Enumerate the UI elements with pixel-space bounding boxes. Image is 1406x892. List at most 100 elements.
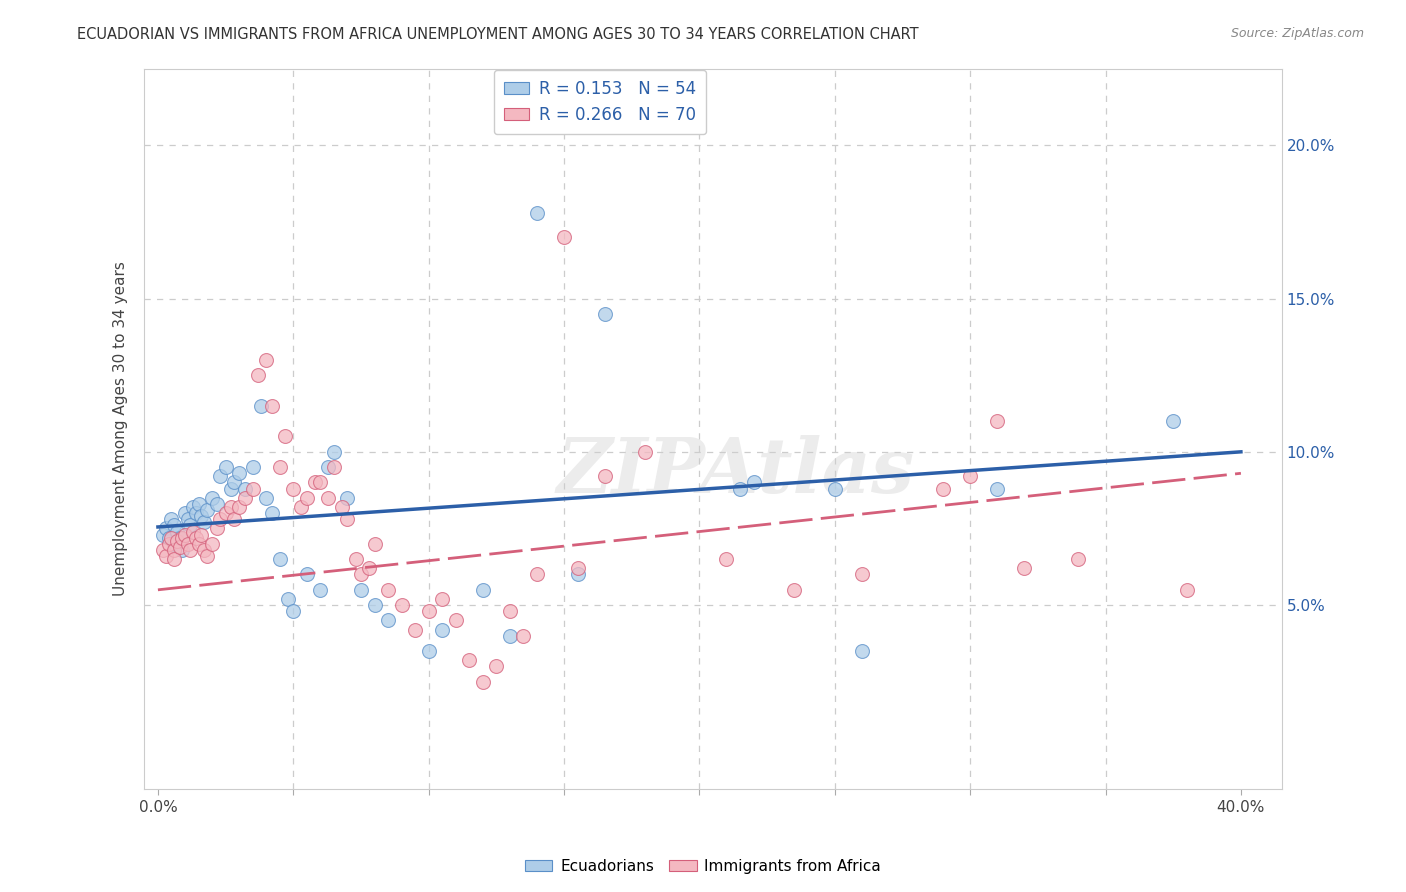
Point bbox=[359, 561, 381, 575]
Point bbox=[184, 506, 207, 520]
Point bbox=[187, 537, 209, 551]
Point bbox=[1161, 414, 1184, 428]
Point bbox=[233, 491, 256, 505]
Point bbox=[190, 509, 212, 524]
Point bbox=[295, 491, 318, 505]
Point bbox=[404, 623, 426, 637]
Point bbox=[166, 524, 188, 539]
Point bbox=[174, 527, 197, 541]
Point bbox=[322, 460, 344, 475]
Point bbox=[553, 230, 575, 244]
Point bbox=[222, 512, 245, 526]
Point bbox=[932, 482, 955, 496]
Point bbox=[163, 552, 186, 566]
Point bbox=[207, 521, 229, 535]
Point bbox=[283, 482, 305, 496]
Point bbox=[209, 469, 232, 483]
Point bbox=[783, 582, 806, 597]
Point bbox=[309, 582, 332, 597]
Point bbox=[163, 518, 186, 533]
Point bbox=[172, 531, 194, 545]
Point bbox=[336, 491, 359, 505]
Point bbox=[155, 549, 177, 563]
Point bbox=[219, 500, 242, 514]
Point bbox=[233, 482, 256, 496]
Text: ZIPAtlas: ZIPAtlas bbox=[557, 435, 915, 509]
Point bbox=[187, 497, 209, 511]
Point bbox=[169, 540, 191, 554]
Point bbox=[157, 537, 180, 551]
Point bbox=[728, 482, 751, 496]
Point bbox=[986, 414, 1008, 428]
Point bbox=[377, 582, 399, 597]
Point bbox=[350, 582, 373, 597]
Point bbox=[163, 543, 186, 558]
Point bbox=[177, 512, 200, 526]
Point bbox=[269, 552, 291, 566]
Point bbox=[471, 582, 494, 597]
Point bbox=[567, 567, 589, 582]
Point bbox=[277, 592, 299, 607]
Point bbox=[499, 604, 522, 618]
Text: Source: ZipAtlas.com: Source: ZipAtlas.com bbox=[1230, 27, 1364, 40]
Point bbox=[593, 469, 616, 483]
Point bbox=[260, 506, 283, 520]
Point bbox=[418, 644, 440, 658]
Point bbox=[193, 516, 215, 530]
Point bbox=[318, 460, 340, 475]
Point bbox=[274, 429, 297, 443]
Point bbox=[1014, 561, 1036, 575]
Text: ECUADORIAN VS IMMIGRANTS FROM AFRICA UNEMPLOYMENT AMONG AGES 30 TO 34 YEARS CORR: ECUADORIAN VS IMMIGRANTS FROM AFRICA UNE… bbox=[77, 27, 920, 42]
Point bbox=[418, 604, 440, 618]
Point bbox=[181, 524, 204, 539]
Point bbox=[471, 674, 494, 689]
Point bbox=[177, 537, 200, 551]
Point bbox=[330, 500, 353, 514]
Point bbox=[458, 653, 481, 667]
Point bbox=[959, 469, 981, 483]
Point bbox=[742, 475, 765, 490]
Point bbox=[318, 491, 340, 505]
Point bbox=[214, 460, 236, 475]
Point bbox=[152, 527, 174, 541]
Point bbox=[260, 399, 283, 413]
Y-axis label: Unemployment Among Ages 30 to 34 years: Unemployment Among Ages 30 to 34 years bbox=[114, 261, 128, 596]
Point bbox=[209, 512, 232, 526]
Point bbox=[163, 537, 186, 551]
Point bbox=[716, 552, 738, 566]
Point bbox=[242, 482, 264, 496]
Legend: R = 0.153   N = 54, R = 0.266   N = 70: R = 0.153 N = 54, R = 0.266 N = 70 bbox=[494, 70, 706, 134]
Point bbox=[350, 567, 373, 582]
Point bbox=[290, 500, 312, 514]
Point bbox=[169, 531, 191, 545]
Point bbox=[247, 368, 270, 383]
Point bbox=[242, 460, 264, 475]
Point bbox=[222, 475, 245, 490]
Point bbox=[295, 567, 318, 582]
Point bbox=[824, 482, 846, 496]
Point bbox=[1067, 552, 1090, 566]
Point bbox=[444, 614, 467, 628]
Point bbox=[249, 399, 271, 413]
Point bbox=[526, 567, 548, 582]
Point bbox=[195, 503, 218, 517]
Point bbox=[567, 561, 589, 575]
Point bbox=[190, 527, 212, 541]
Point bbox=[201, 537, 224, 551]
Point bbox=[160, 531, 183, 545]
Point bbox=[157, 531, 180, 545]
Point bbox=[254, 352, 277, 367]
Point bbox=[336, 512, 359, 526]
Point bbox=[283, 604, 305, 618]
Point bbox=[201, 491, 224, 505]
Point bbox=[526, 205, 548, 219]
Point bbox=[377, 614, 399, 628]
Point bbox=[184, 531, 207, 545]
Point bbox=[195, 549, 218, 563]
Point bbox=[214, 506, 236, 520]
Point bbox=[219, 482, 242, 496]
Point bbox=[304, 475, 326, 490]
Point bbox=[344, 552, 367, 566]
Point bbox=[160, 512, 183, 526]
Point bbox=[499, 629, 522, 643]
